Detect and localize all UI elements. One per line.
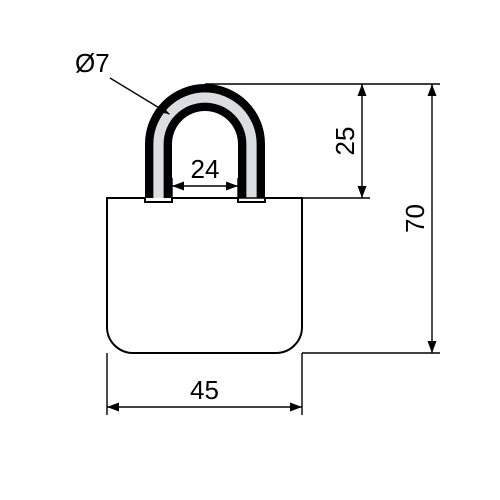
padlock-body	[107, 198, 302, 353]
dimension-label: 25	[330, 127, 360, 156]
dimension-label: 45	[190, 375, 219, 405]
dimension-label: 24	[191, 154, 220, 184]
dimension-label: 70	[400, 204, 430, 233]
padlock-drawing	[107, 84, 302, 353]
dimension-label: Ø7	[75, 48, 110, 78]
